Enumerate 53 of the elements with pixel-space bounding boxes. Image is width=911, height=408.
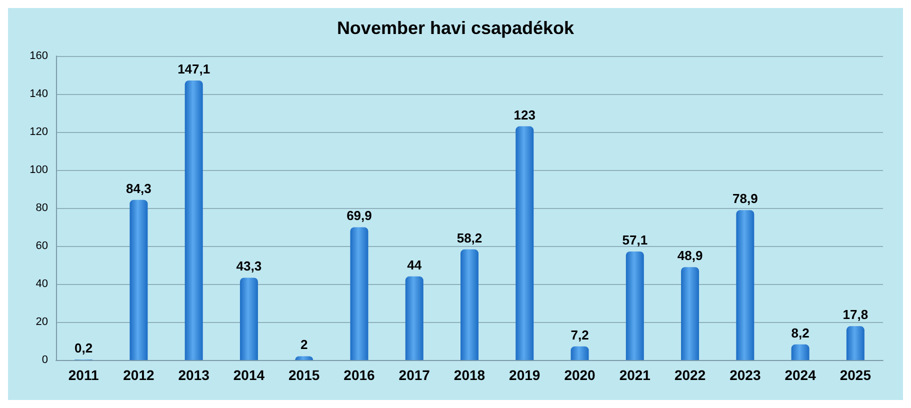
- bar: [240, 278, 258, 360]
- x-tick-label: 2015: [288, 367, 320, 383]
- data-label: 147,1: [178, 62, 210, 77]
- data-label: 48,9: [677, 248, 703, 264]
- data-label: 44: [407, 257, 422, 272]
- y-tick-label: 60: [36, 240, 48, 252]
- x-tick-label: 2020: [564, 367, 596, 383]
- data-label: 57,1: [622, 232, 648, 248]
- y-tick-label: 120: [30, 126, 48, 138]
- bar: [130, 200, 148, 360]
- data-label: 0,2: [74, 340, 93, 356]
- x-tick-label: 2021: [619, 367, 651, 383]
- bar: [460, 249, 478, 360]
- data-label: 43,3: [236, 258, 262, 274]
- x-tick-label: 2019: [509, 367, 540, 383]
- bar: [570, 346, 589, 360]
- bar: [516, 126, 534, 360]
- x-tick-label: 2025: [840, 367, 872, 383]
- x-tick-label: 2018: [454, 367, 486, 383]
- x-tick-label: 2017: [398, 367, 430, 383]
- bar: [681, 267, 700, 360]
- bar: [846, 326, 864, 360]
- bar: [405, 276, 424, 360]
- data-label: 7,2: [570, 327, 589, 342]
- data-label: 78,9: [732, 191, 758, 206]
- y-tick-label: 20: [36, 316, 48, 328]
- data-label: 69,9: [346, 208, 372, 224]
- bar: [184, 80, 203, 360]
- x-tick-label: 2013: [178, 367, 210, 383]
- x-tick-label: 2011: [68, 367, 99, 383]
- data-label: 123: [514, 107, 536, 122]
- x-tick-label: 2024: [784, 367, 816, 383]
- data-label: 17,8: [842, 307, 868, 322]
- y-tick-label: 40: [36, 278, 48, 290]
- bar: [626, 252, 644, 360]
- x-tick-label: 2012: [123, 367, 154, 383]
- data-label: 2: [300, 337, 308, 352]
- y-tick-label: 160: [30, 50, 48, 62]
- data-label: 8,2: [791, 325, 810, 340]
- bar: [791, 344, 810, 360]
- chart-title: November havi csapadékok: [336, 18, 576, 38]
- data-label: 58,2: [456, 230, 482, 246]
- x-tick-label: 2022: [674, 367, 706, 383]
- bar: [350, 227, 368, 360]
- x-tick-label: 2023: [730, 367, 761, 383]
- y-tick-label: 0: [42, 354, 48, 366]
- x-tick-label: 2016: [344, 367, 376, 383]
- y-tick-label: 100: [30, 164, 48, 176]
- y-tick-label: 140: [30, 88, 48, 100]
- data-label: 84,3: [126, 180, 152, 196]
- y-tick-label: 80: [36, 202, 48, 214]
- bar: [736, 210, 754, 360]
- x-tick-label: 2014: [233, 367, 265, 383]
